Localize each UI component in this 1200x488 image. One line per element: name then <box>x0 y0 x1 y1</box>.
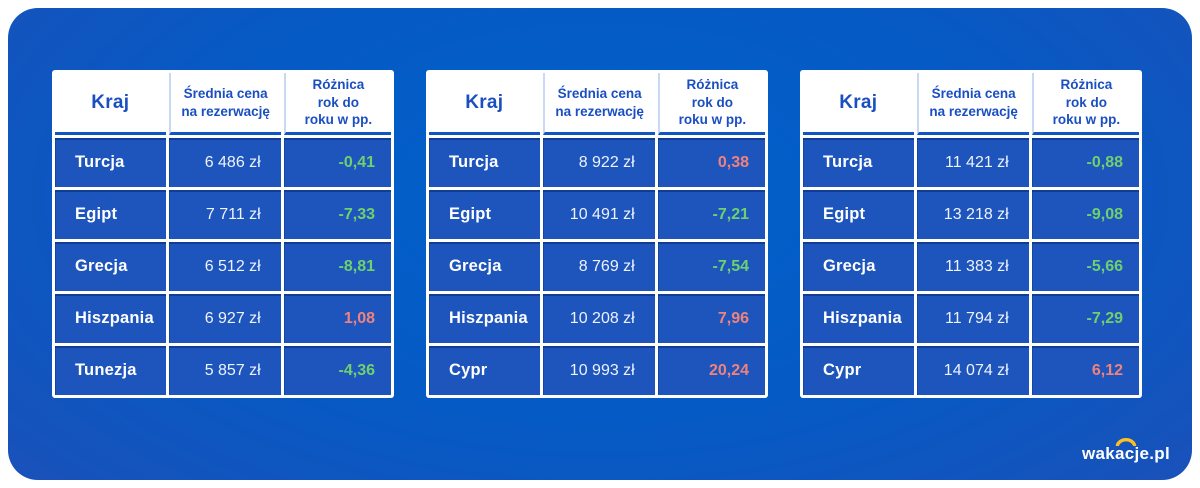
header-row: Kraj Średnia cena na rezerwację Różnica … <box>429 73 765 135</box>
column-header-country: Kraj <box>55 73 166 135</box>
price-cell: 10 491 zł <box>542 190 655 239</box>
table-row: Egipt 13 218 zł -9,08 <box>803 190 1139 239</box>
diff-cell: -8,81 <box>283 242 391 291</box>
country-cell: Cypr <box>429 346 540 395</box>
diff-cell: -9,08 <box>1031 190 1139 239</box>
column-header-diff: Różnica rok do roku w pp. <box>1031 73 1139 135</box>
table-row: Hiszpania 6 927 zł 1,08 <box>55 294 391 343</box>
column-header-diff: Różnica rok do roku w pp. <box>657 73 765 135</box>
table-row: Turcja 8 922 zł 0,38 <box>429 138 765 187</box>
price-cell: 6 512 zł <box>168 242 281 291</box>
diff-cell: -7,29 <box>1031 294 1139 343</box>
column-header-country: Kraj <box>429 73 540 135</box>
price-cell: 11 421 zł <box>916 138 1029 187</box>
table-row: Grecja 11 383 zł -5,66 <box>803 242 1139 291</box>
diff-cell: -7,33 <box>283 190 391 239</box>
country-cell: Hiszpania <box>55 294 166 343</box>
country-cell: Hiszpania <box>803 294 914 343</box>
table-row: Turcja 6 486 zł -0,41 <box>55 138 391 187</box>
diff-cell: 6,12 <box>1031 346 1139 395</box>
price-cell: 11 383 zł <box>916 242 1029 291</box>
diff-cell: 0,38 <box>657 138 765 187</box>
price-cell: 6 486 zł <box>168 138 281 187</box>
column-header-price: Średnia cena na rezerwację <box>168 73 281 135</box>
country-cell: Cypr <box>803 346 914 395</box>
logo-text: wakacje.pl <box>1081 444 1170 463</box>
table-row: Cypr 10 993 zł 20,24 <box>429 346 765 395</box>
price-cell: 6 927 zł <box>168 294 281 343</box>
column-header-country: Kraj <box>803 73 914 135</box>
table-row: Hiszpania 11 794 zł -7,29 <box>803 294 1139 343</box>
price-cell: 13 218 zł <box>916 190 1029 239</box>
table-row: Grecja 8 769 zł -7,54 <box>429 242 765 291</box>
country-cell: Turcja <box>803 138 914 187</box>
header-row: Kraj Średnia cena na rezerwację Różnica … <box>55 73 391 135</box>
table-row: Turcja 11 421 zł -0,88 <box>803 138 1139 187</box>
diff-cell: -7,21 <box>657 190 765 239</box>
country-cell: Egipt <box>55 190 166 239</box>
logo-arc-icon <box>1115 437 1137 446</box>
diff-cell: 7,96 <box>657 294 765 343</box>
country-cell: Tunezja <box>55 346 166 395</box>
table-row: Egipt 10 491 zł -7,21 <box>429 190 765 239</box>
country-cell: Grecja <box>429 242 540 291</box>
price-cell: 5 857 zł <box>168 346 281 395</box>
price-table-2: Kraj Średnia cena na rezerwację Różnica … <box>426 70 768 398</box>
price-cell: 10 993 zł <box>542 346 655 395</box>
diff-cell: 1,08 <box>283 294 391 343</box>
country-cell: Turcja <box>429 138 540 187</box>
diff-cell: -4,36 <box>283 346 391 395</box>
table-row: Grecja 6 512 zł -8,81 <box>55 242 391 291</box>
country-cell: Turcja <box>55 138 166 187</box>
wakacje-logo: wakacje.pl <box>1081 437 1170 464</box>
column-header-price: Średnia cena na rezerwację <box>916 73 1029 135</box>
price-cell: 14 074 zł <box>916 346 1029 395</box>
diff-cell: 20,24 <box>657 346 765 395</box>
diff-cell: -0,41 <box>283 138 391 187</box>
header-row: Kraj Średnia cena na rezerwację Różnica … <box>803 73 1139 135</box>
table-row: Tunezja 5 857 zł -4,36 <box>55 346 391 395</box>
price-cell: 11 794 zł <box>916 294 1029 343</box>
table-row: Cypr 14 074 zł 6,12 <box>803 346 1139 395</box>
country-cell: Grecja <box>803 242 914 291</box>
country-cell: Egipt <box>803 190 914 239</box>
price-table-3: Kraj Średnia cena na rezerwację Różnica … <box>800 70 1142 398</box>
price-cell: 8 922 zł <box>542 138 655 187</box>
table-row: Hiszpania 10 208 zł 7,96 <box>429 294 765 343</box>
price-table-1: Kraj Średnia cena na rezerwację Różnica … <box>52 70 394 398</box>
table-row: Egipt 7 711 zł -7,33 <box>55 190 391 239</box>
country-cell: Grecja <box>55 242 166 291</box>
diff-cell: -5,66 <box>1031 242 1139 291</box>
diff-cell: -0,88 <box>1031 138 1139 187</box>
blue-background-panel: Kraj Średnia cena na rezerwację Różnica … <box>8 8 1192 480</box>
diff-cell: -7,54 <box>657 242 765 291</box>
country-cell: Egipt <box>429 190 540 239</box>
column-header-diff: Różnica rok do roku w pp. <box>283 73 391 135</box>
column-header-price: Średnia cena na rezerwację <box>542 73 655 135</box>
tables-container: Kraj Średnia cena na rezerwację Różnica … <box>52 70 1142 398</box>
price-cell: 7 711 zł <box>168 190 281 239</box>
price-cell: 8 769 zł <box>542 242 655 291</box>
price-cell: 10 208 zł <box>542 294 655 343</box>
country-cell: Hiszpania <box>429 294 540 343</box>
